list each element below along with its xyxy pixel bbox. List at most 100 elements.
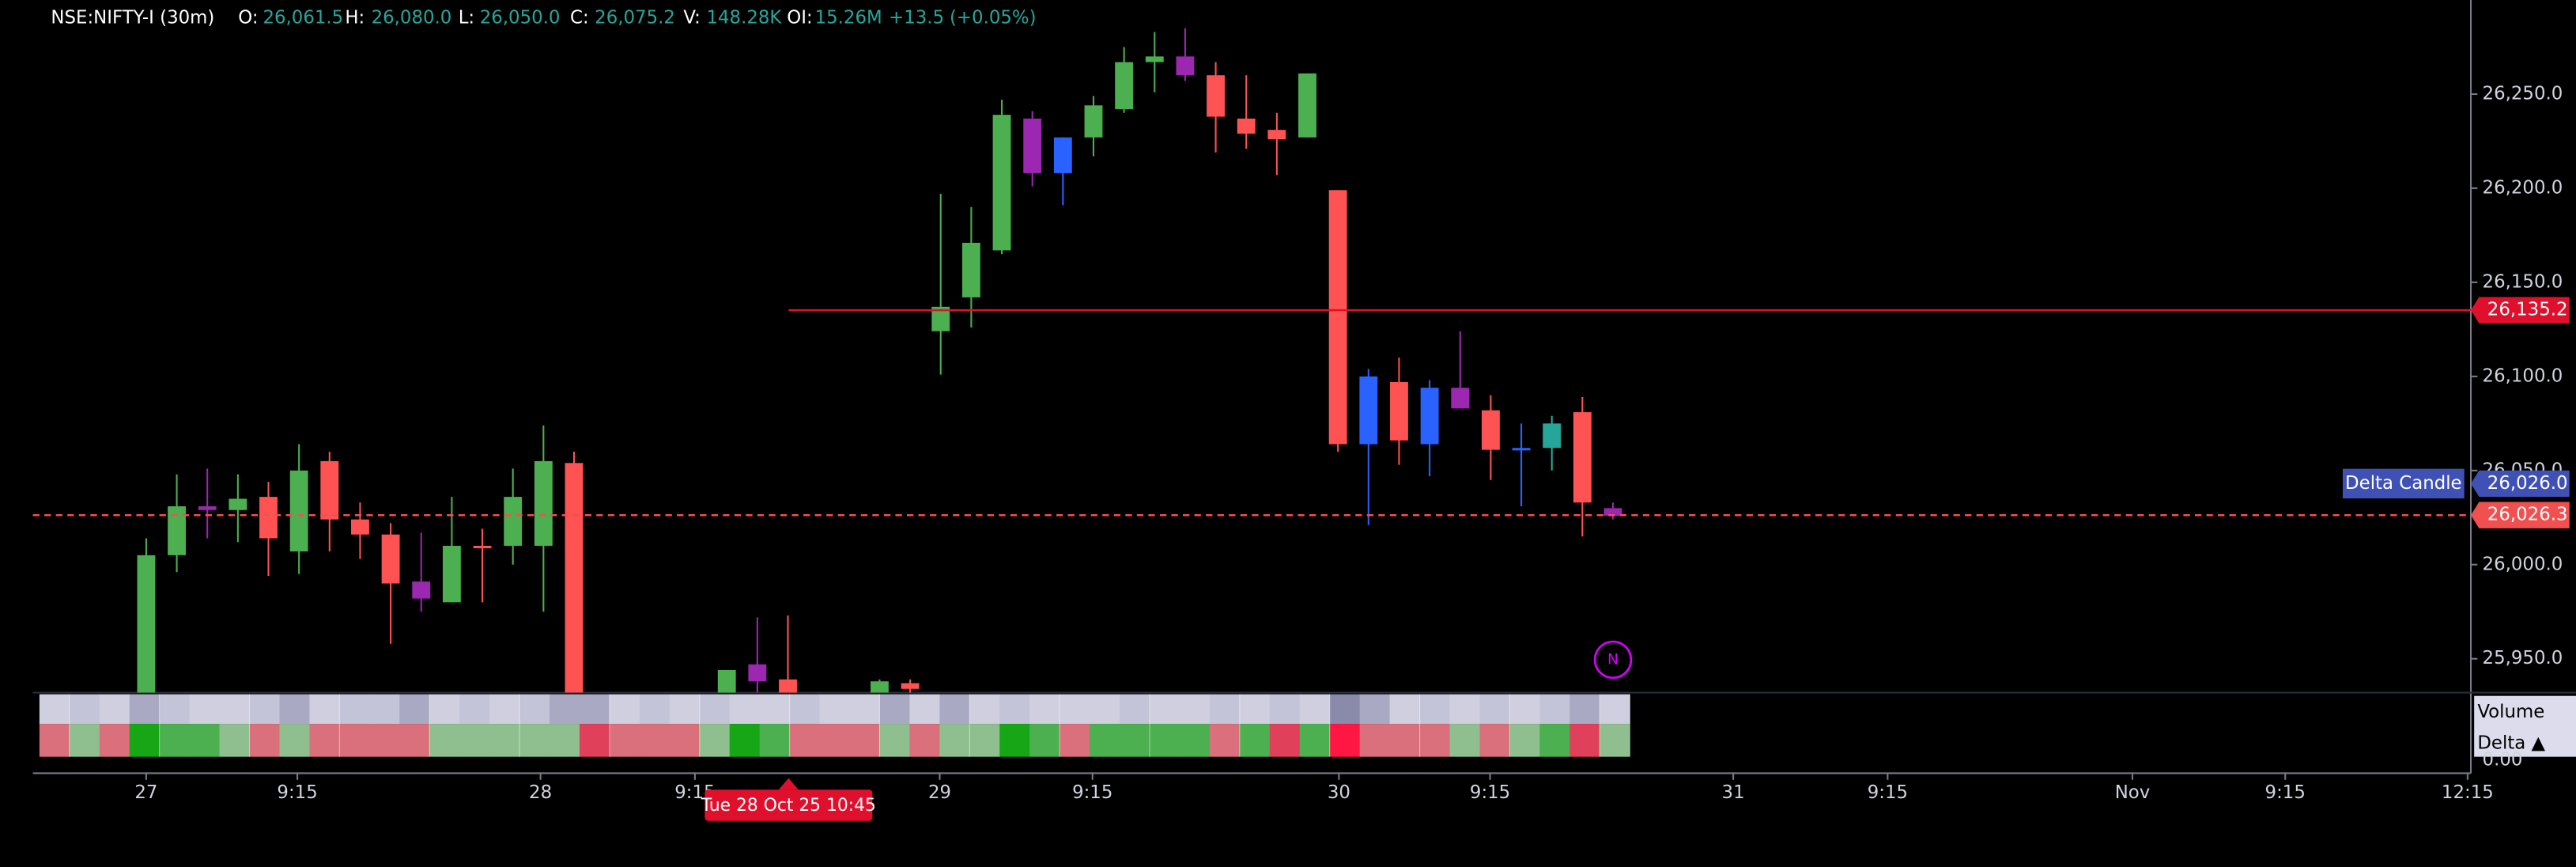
candle-body	[931, 306, 950, 331]
delta-cell	[789, 724, 821, 757]
delta-cell	[939, 724, 970, 757]
x-tick-label: Nov	[2115, 782, 2151, 803]
volume-cell	[39, 694, 70, 725]
volume-cell	[609, 694, 640, 725]
volume-cell	[1419, 694, 1451, 725]
volume-cell	[279, 694, 311, 725]
y-tick-label: 26,100.0	[2483, 365, 2563, 386]
volume-cell	[189, 694, 221, 725]
candle-body	[320, 460, 339, 520]
indicator-legend-box	[2474, 695, 2576, 757]
ohlc-label: O:	[238, 7, 258, 28]
volume-cell	[309, 694, 340, 725]
x-tick-label: 9:15	[277, 782, 317, 803]
candle-body	[534, 460, 553, 546]
price-tag-label: 26,135.2	[2487, 300, 2568, 320]
y-tick-label: 26,250.0	[2483, 83, 2563, 104]
x-tick-label: 9:15	[2265, 782, 2306, 803]
delta-cell	[519, 724, 550, 757]
delta-cell	[1509, 724, 1540, 757]
y-tick-label: 26,150.0	[2483, 271, 2563, 292]
candle-body	[1176, 56, 1195, 76]
indicator-legend-label: Volume	[2477, 702, 2544, 722]
delta-cell	[909, 724, 940, 757]
x-tick-label: 28	[529, 782, 552, 803]
candle-body	[229, 498, 247, 510]
delta-cell	[1600, 724, 1630, 757]
candle-body	[565, 463, 584, 693]
delta-cell	[279, 724, 311, 757]
change: +13.5	[889, 7, 944, 28]
volume-cell	[879, 694, 911, 725]
candle-body	[1084, 105, 1103, 138]
delta-cell	[1090, 724, 1120, 757]
candle-body	[289, 470, 308, 552]
volume-cell	[1209, 694, 1241, 725]
candle-body	[351, 519, 369, 535]
volume-cell	[1269, 694, 1301, 725]
delta-cell	[1149, 724, 1180, 757]
volume-cell	[429, 694, 460, 725]
delta-cell	[159, 724, 191, 757]
volume-cell	[550, 694, 580, 725]
ohlc-value: 26,075.2	[595, 7, 675, 28]
ohlc-label: L:	[459, 7, 474, 28]
candle-body	[1543, 423, 1562, 449]
delta-cell	[1359, 724, 1391, 757]
candle-body	[1512, 448, 1531, 451]
delta-cell	[1209, 724, 1241, 757]
delta-cell	[879, 724, 911, 757]
candle-body	[168, 506, 186, 555]
candle-body	[442, 545, 461, 603]
volume-cell	[249, 694, 281, 725]
volume-cell	[1059, 694, 1090, 725]
x-tick-label: 31	[1722, 782, 1745, 803]
volume-cell	[339, 694, 370, 725]
candle-body	[1115, 62, 1134, 109]
delta-cell	[1059, 724, 1090, 757]
volume-cell	[1539, 694, 1570, 725]
delta-cell	[1029, 724, 1060, 757]
volume-cell	[1389, 694, 1421, 725]
x-tick-label: 27	[134, 782, 157, 803]
candle-body	[871, 681, 889, 693]
volume-cell	[159, 694, 191, 725]
y-tick-label: 26,000.0	[2483, 554, 2563, 574]
delta-cell	[309, 724, 340, 757]
candle-body	[1359, 376, 1378, 445]
volume-cell	[1299, 694, 1331, 725]
crosshair-pointer	[778, 778, 799, 790]
volume-cell	[1329, 694, 1361, 725]
indicator-zero-label: 0.00	[2483, 749, 2523, 770]
delta-cell	[1299, 724, 1331, 757]
candle-body	[1420, 388, 1439, 445]
x-tick-label: 30	[1328, 782, 1350, 803]
delta-cell	[39, 724, 70, 757]
volume-cell	[99, 694, 130, 725]
volume-cell	[819, 694, 851, 725]
delta-cell	[669, 724, 701, 757]
volume-cell	[939, 694, 970, 725]
volume-cell	[759, 694, 791, 725]
volume-cell	[1029, 694, 1060, 725]
ohlc-value: 26,050.0	[480, 7, 561, 28]
delta-cell	[69, 724, 100, 757]
volume-cell	[639, 694, 670, 725]
delta-cell	[249, 724, 281, 757]
candle-body	[1298, 73, 1316, 138]
candle-body	[779, 679, 797, 693]
candle-body	[504, 497, 523, 546]
delta-cell	[609, 724, 640, 757]
volume-cell	[909, 694, 940, 725]
ohlc-label: OI:	[787, 7, 812, 28]
delta-cell	[129, 724, 161, 757]
delta-cell	[729, 724, 761, 757]
y-tick-label: 25,950.0	[2483, 648, 2563, 668]
volume-cell	[489, 694, 520, 725]
x-tick-label: 12:15	[2442, 782, 2494, 803]
delta-cell	[1419, 724, 1451, 757]
volume-cell	[369, 694, 400, 725]
volume-cell	[1359, 694, 1391, 725]
